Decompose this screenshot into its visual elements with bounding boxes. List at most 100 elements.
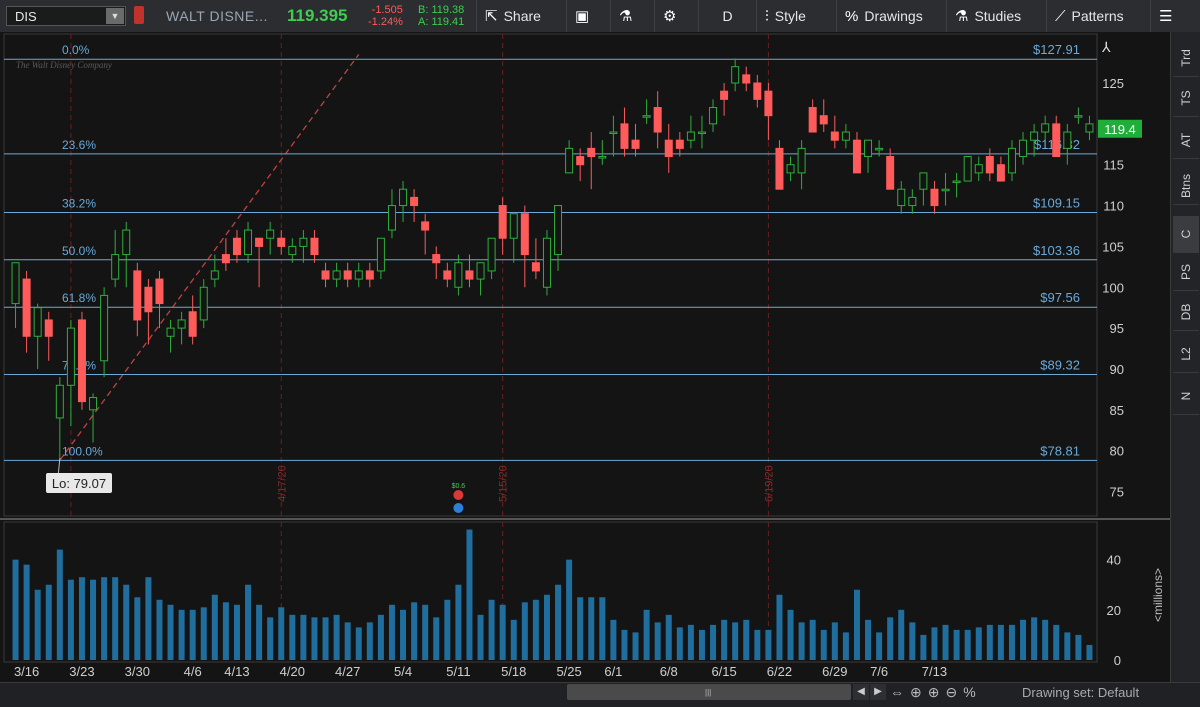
volume-bar: [543, 594, 550, 660]
side-tab-n[interactable]: N: [1173, 378, 1199, 415]
side-tab-trd[interactable]: Trd: [1173, 40, 1199, 77]
event-date-label: 5/15/20: [498, 465, 510, 502]
candle: [642, 99, 651, 124]
aggregation-button[interactable]: D: [698, 0, 756, 32]
candle: [542, 230, 551, 296]
side-tab-l2[interactable]: L2: [1173, 336, 1199, 373]
drawing-set-label[interactable]: Drawing set: Default: [1022, 685, 1140, 700]
candle-body: [742, 74, 751, 84]
side-tab-ts[interactable]: TS: [1173, 80, 1199, 117]
style-button[interactable]: ⫶ Style: [756, 0, 836, 32]
volume-bar: [1064, 632, 1071, 660]
x-tick-label: 5/25: [556, 664, 581, 679]
pan-icon[interactable]: ⇔: [890, 684, 910, 700]
scroll-left-button[interactable]: ◀: [853, 684, 869, 700]
candle-body: [1007, 147, 1016, 174]
volume-bar: [112, 577, 119, 660]
candle-body: [177, 319, 186, 329]
candle-body: [620, 123, 629, 149]
candle: [886, 148, 895, 190]
candle-body: [952, 180, 961, 184]
volume-bar: [743, 619, 750, 660]
volume-bar: [56, 549, 63, 660]
candle-body: [166, 327, 175, 337]
candle-body: [421, 221, 430, 231]
candle-body: [343, 270, 352, 280]
candle-body: [454, 262, 463, 288]
studies-lab-button[interactable]: ⚗: [610, 0, 654, 32]
candle-body: [487, 237, 496, 272]
volume-bar: [366, 622, 373, 660]
snapshot-button[interactable]: ▣: [566, 0, 610, 32]
candle: [797, 140, 806, 190]
zoom-in-icon[interactable]: ⊕: [927, 684, 946, 700]
candle-body: [631, 139, 640, 149]
chart-tools[interactable]: ⇔⊕⊕⊖%: [890, 684, 982, 701]
candle: [1019, 132, 1028, 165]
candle: [852, 132, 861, 174]
volume-bar: [322, 617, 329, 660]
split-marker: [453, 503, 464, 513]
percent-icon[interactable]: %: [963, 684, 982, 700]
price-tick-label: 110: [1103, 199, 1124, 214]
volume-bar: [820, 629, 827, 660]
side-tab-label: L2: [1179, 347, 1193, 361]
chevron-down-icon[interactable]: ▼: [106, 8, 124, 24]
candle: [731, 58, 740, 92]
crosshair-icon[interactable]: ⊕: [910, 684, 928, 700]
zoom-out-icon[interactable]: ⊖: [945, 684, 964, 700]
candle: [454, 254, 463, 296]
candle-body: [376, 237, 385, 272]
chart-scrollbar[interactable]: |||: [567, 684, 851, 700]
volume-bar: [289, 614, 296, 660]
settings-button[interactable]: ⚙: [654, 0, 698, 32]
side-tab-btns[interactable]: Btns: [1173, 168, 1199, 205]
volume-axis-label: <millions>: [1151, 568, 1165, 622]
candle-body: [509, 213, 518, 239]
side-tab-c[interactable]: C: [1173, 216, 1199, 253]
volume-bar: [721, 619, 728, 660]
side-tab-at[interactable]: AT: [1173, 122, 1199, 159]
volume-tick-label: 20: [1107, 603, 1121, 618]
volume-panel-frame: [3, 521, 1098, 663]
candle-body: [277, 237, 286, 247]
volume-bar: [466, 529, 473, 660]
patterns-button[interactable]: ⟋ Patterns: [1046, 0, 1150, 32]
side-tab-ps[interactable]: PS: [1173, 254, 1199, 291]
side-tab-label: DB: [1179, 303, 1193, 321]
volume-bar: [865, 619, 872, 660]
candle: [310, 230, 319, 263]
volume-bar: [953, 629, 960, 660]
volume-tick-label: 40: [1107, 553, 1121, 568]
side-tab-db[interactable]: DB: [1173, 294, 1199, 331]
candle-body: [255, 237, 264, 247]
candle-body: [675, 139, 684, 149]
candle: [232, 230, 241, 263]
candle: [188, 295, 197, 345]
candle-body: [144, 286, 153, 313]
volume-bar: [787, 609, 794, 660]
scroll-right-button[interactable]: ▶: [870, 684, 886, 700]
candle-body: [266, 229, 275, 239]
candle: [421, 213, 430, 255]
drawings-button[interactable]: % Drawings: [836, 0, 946, 32]
candle-body: [89, 397, 98, 411]
more-button[interactable]: ☰: [1150, 0, 1200, 32]
symbol-selector[interactable]: DIS ▼: [6, 6, 126, 26]
candle: [664, 123, 673, 173]
share-button[interactable]: ⇱ Share: [476, 0, 566, 32]
candle-body: [465, 270, 474, 280]
studies-button[interactable]: ⚗ Studies: [946, 0, 1046, 32]
volume-bar: [698, 629, 705, 660]
price-tick-label: 100: [1102, 280, 1124, 295]
candle: [620, 107, 629, 157]
flag-icon[interactable]: [134, 6, 144, 24]
side-tab-label: N: [1179, 391, 1193, 401]
volume-bar: [588, 597, 595, 660]
candle: [277, 230, 286, 255]
candle: [498, 197, 507, 255]
price-chart[interactable]: The Walt Disney Company 4/17/20 5/15/20 6/1…: [0, 32, 1170, 682]
candle-body: [542, 237, 551, 288]
candle: [410, 189, 419, 222]
x-tick-label: 4/13: [224, 664, 249, 679]
